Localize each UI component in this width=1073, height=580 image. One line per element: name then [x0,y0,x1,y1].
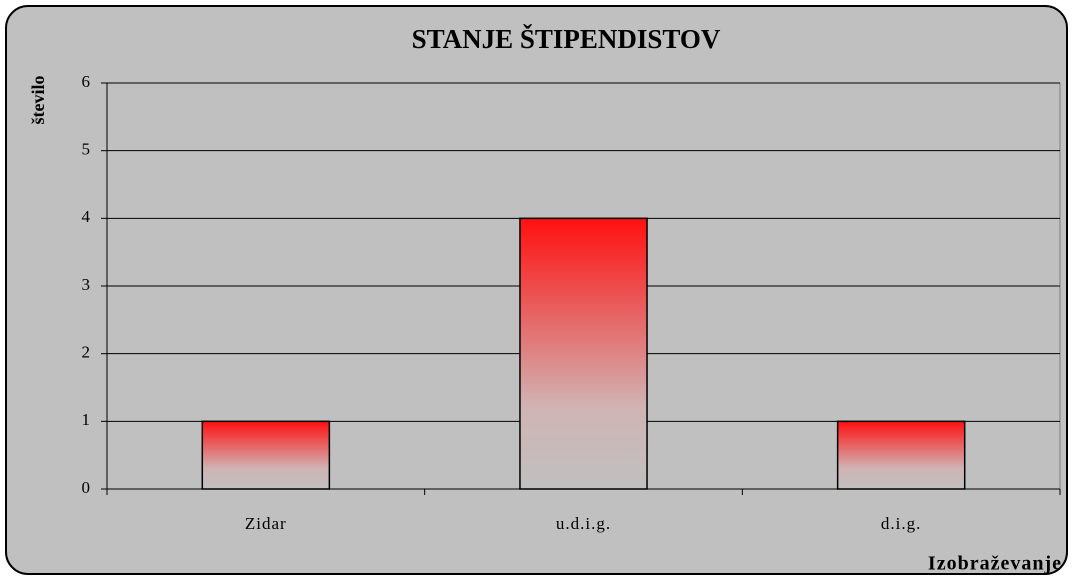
y-tick-label: 4 [82,207,91,226]
y-axis-label: število [28,76,48,125]
y-tick-label: 2 [82,343,91,362]
x-tick-label: d.i.g. [881,514,921,533]
bar [201,420,331,490]
x-axis-label: Izobraževanje [928,553,1062,575]
x-tick-label: Zidar [245,514,287,533]
y-tick-label: 0 [82,478,91,497]
y-tick-label: 6 [82,72,91,91]
y-tick-label: 5 [82,140,91,159]
bar [519,217,648,490]
chart-title: STANJE ŠTIPENDISTOV [412,24,721,54]
x-tick-label: u.d.i.g. [556,514,611,533]
bar [836,420,966,490]
y-tick-label: 3 [82,275,91,294]
y-tick-label: 1 [82,410,91,429]
